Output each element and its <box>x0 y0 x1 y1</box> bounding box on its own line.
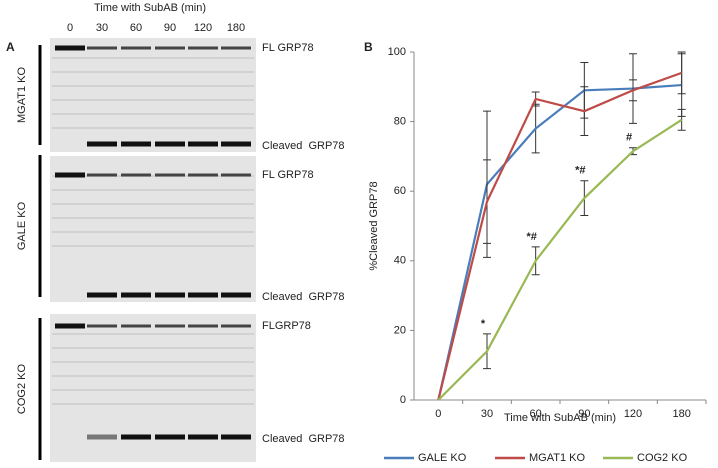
fl-band <box>55 172 85 178</box>
fl-band <box>155 173 185 177</box>
lane-label: 90 <box>164 22 176 34</box>
band-label: FL GRP78 <box>262 169 314 181</box>
y-tick-label: 40 <box>394 255 406 267</box>
fl-band <box>188 324 218 328</box>
y-tick-label: 60 <box>394 185 406 197</box>
legend-label: GALE KO <box>418 452 467 464</box>
lane-label: 0 <box>67 22 73 34</box>
legend-label: MGAT1 KO <box>529 452 585 464</box>
band-label: Cleaved GRP78 <box>262 140 345 152</box>
x-tick-label: 120 <box>624 408 642 420</box>
x-tick-label: 30 <box>481 408 493 420</box>
blot <box>50 38 256 152</box>
fl-band <box>87 324 117 328</box>
fl-band <box>221 46 251 50</box>
cleaved-band <box>121 292 151 298</box>
lane-label: 180 <box>227 22 245 34</box>
annotation: *# <box>526 231 536 243</box>
fl-band <box>55 45 85 51</box>
band-label: FLGRP78 <box>262 320 311 332</box>
lane-label: 30 <box>96 22 108 34</box>
cleaved-band <box>155 141 185 147</box>
lane-label: 120 <box>194 22 212 34</box>
series-line <box>437 83 682 401</box>
band-label: Cleaved GRP78 <box>262 433 345 445</box>
fl-band <box>188 46 218 50</box>
fl-band <box>221 324 251 328</box>
cleaved-band <box>221 141 251 147</box>
blot-title: Time with SubAB (min) <box>94 2 206 14</box>
cleaved-band <box>221 434 251 440</box>
cleaved-band <box>121 434 151 440</box>
error-bar <box>677 108 686 131</box>
cleaved-band <box>188 141 218 147</box>
cleaved-band <box>188 292 218 298</box>
cleaved-band <box>155 434 185 440</box>
cleaved-band <box>121 141 151 147</box>
cleaved-band <box>87 292 117 298</box>
blot-name: COG2 KO <box>16 363 28 414</box>
x-tick-label: 180 <box>672 408 690 420</box>
fl-band <box>121 46 151 50</box>
band-label: FL GRP78 <box>262 42 314 54</box>
panel-label: A <box>6 40 15 54</box>
blot <box>50 314 256 462</box>
blot <box>50 156 256 302</box>
lane-label: 60 <box>130 22 142 34</box>
fl-band <box>155 324 185 328</box>
y-tick-label: 100 <box>388 46 406 58</box>
fl-band <box>87 173 117 177</box>
series-line <box>437 71 683 401</box>
band-label: Cleaved GRP78 <box>262 291 345 303</box>
legend-label: COG2 KO <box>637 452 688 464</box>
fl-band <box>121 324 151 328</box>
y-tick-label: 20 <box>394 324 406 336</box>
x-axis-label: Time with SubAB (min) <box>504 412 616 424</box>
annotation: *# <box>575 165 585 177</box>
blot-name: MGAT1 KO <box>16 67 28 123</box>
y-tick-label: 80 <box>394 116 406 128</box>
y-axis-label: %Cleaved GRP78 <box>368 181 380 270</box>
fl-band <box>55 323 85 329</box>
x-tick-label: 60 <box>530 408 542 420</box>
error-bar <box>677 51 686 95</box>
y-tick-label: 0 <box>400 394 406 406</box>
cleaved-band <box>87 141 117 147</box>
x-tick-label: 0 <box>435 408 441 420</box>
fl-band <box>221 173 251 177</box>
fl-band <box>121 173 151 177</box>
annotation: # <box>626 132 632 144</box>
series-line <box>437 118 683 401</box>
blot-name: GALE KO <box>16 201 28 250</box>
cleaved-band <box>155 292 185 298</box>
cleaved-band <box>188 434 218 440</box>
fl-band <box>87 46 117 50</box>
panel-label: B <box>364 40 373 54</box>
annotation: * <box>481 318 486 330</box>
fl-band <box>188 173 218 177</box>
x-tick-label: 90 <box>578 408 590 420</box>
fl-band <box>155 46 185 50</box>
cleaved-band <box>221 292 251 298</box>
cleaved-band <box>87 434 117 440</box>
